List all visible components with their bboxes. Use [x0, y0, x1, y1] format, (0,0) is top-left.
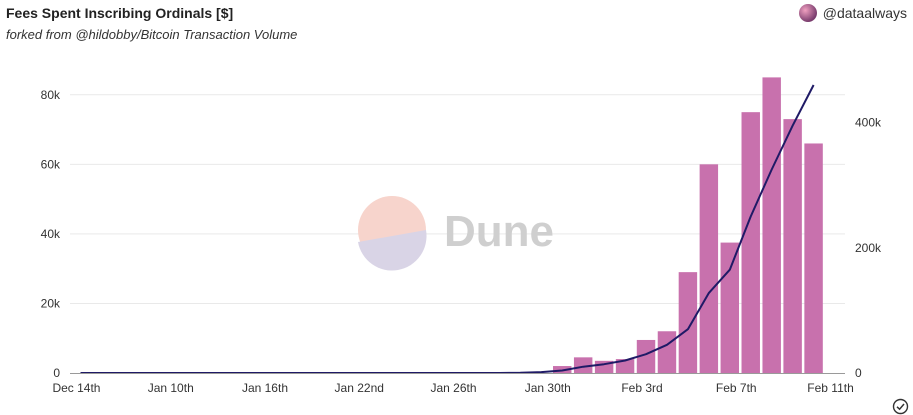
x-tick-label: Jan 26th: [430, 381, 476, 395]
bar[interactable]: [636, 339, 656, 373]
check-circle-icon[interactable]: [892, 398, 909, 415]
bar[interactable]: [678, 272, 698, 373]
x-tick-label: Jan 22nd: [335, 381, 384, 395]
y-left-tick-label: 80k: [41, 88, 61, 102]
y-right-tick-label: 200k: [855, 241, 882, 255]
x-tick-label: Jan 16th: [242, 381, 288, 395]
bar[interactable]: [783, 119, 802, 373]
bar[interactable]: [720, 242, 740, 373]
x-tick-label: Feb 3rd: [621, 381, 662, 395]
y-left-tick-label: 60k: [41, 157, 61, 171]
watermark-text: Dune: [444, 207, 554, 256]
x-tick-label: Jan 10th: [148, 381, 194, 395]
y-right-tick-label: 400k: [855, 116, 882, 130]
bar[interactable]: [741, 112, 760, 374]
author-badge[interactable]: @dataalways: [798, 3, 907, 23]
x-tick-label: Feb 11th: [807, 381, 853, 395]
author-name[interactable]: @dataalways: [822, 5, 907, 21]
y-axis-left: 0 20k 40k 60k 80k: [41, 88, 61, 380]
y-left-tick-label: 20k: [41, 296, 61, 310]
x-axis: Dec 14th Jan 10th Jan 16th Jan 22nd Jan 26th…: [52, 373, 854, 395]
bar[interactable]: [657, 331, 677, 373]
dune-watermark: Dune: [358, 196, 554, 271]
x-tick-label: Jan 30th: [525, 381, 571, 395]
y-left-tick-label: 40k: [41, 227, 61, 241]
x-tick-label: Dec 14th: [52, 381, 100, 395]
bar[interactable]: [762, 77, 781, 373]
bar[interactable]: [615, 359, 635, 373]
y-left-tick-label: 0: [53, 366, 60, 380]
watermark-logo-bottom: [358, 230, 427, 271]
bar-series: [553, 77, 823, 374]
bar[interactable]: [804, 143, 823, 373]
x-tick-label: Feb 7th: [716, 381, 757, 395]
y-right-tick-label: 0: [855, 366, 862, 380]
chart-subtitle[interactable]: forked from @hildobby/Bitcoin Transactio…: [6, 27, 298, 42]
bar[interactable]: [699, 164, 719, 373]
avatar: [798, 4, 817, 22]
bar[interactable]: [573, 357, 593, 373]
chart-title: Fees Spent Inscribing Ordinals [$]: [6, 5, 234, 21]
y-axis-right: 0 200k 400k: [855, 116, 882, 380]
